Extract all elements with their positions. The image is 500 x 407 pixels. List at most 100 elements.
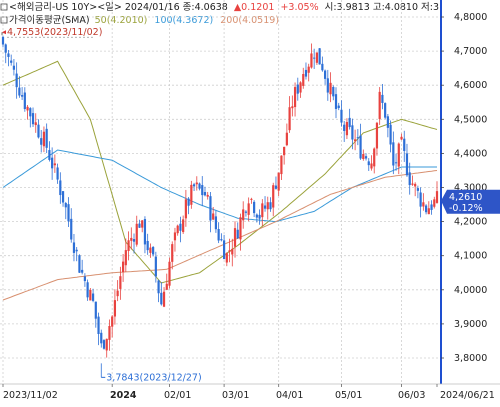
candle xyxy=(424,204,428,215)
candle-body xyxy=(329,82,332,95)
candle-body xyxy=(113,300,117,317)
ma50-line xyxy=(2,60,438,284)
candle xyxy=(70,208,73,243)
last-price-label: 4,2610 xyxy=(449,192,482,203)
y-tick-label: 4,0000 xyxy=(454,285,487,296)
candle xyxy=(326,69,329,101)
candle-body xyxy=(105,338,108,351)
ma200-line xyxy=(2,170,438,301)
candle xyxy=(337,102,340,111)
candle-body xyxy=(362,154,365,159)
candle xyxy=(244,210,248,217)
candle-body xyxy=(411,183,414,185)
candle-body xyxy=(206,194,209,197)
candle-body xyxy=(141,220,144,228)
candle-body xyxy=(408,172,411,186)
candle-body xyxy=(162,291,166,307)
candle-body xyxy=(430,204,433,210)
candle xyxy=(48,141,51,162)
candle-body xyxy=(12,65,16,70)
candle xyxy=(10,54,13,66)
candle xyxy=(427,201,430,215)
candle xyxy=(356,129,359,146)
candle xyxy=(283,146,286,165)
candle-body xyxy=(373,148,376,167)
candle xyxy=(56,163,59,184)
candle-body xyxy=(310,53,313,68)
candle xyxy=(354,129,357,151)
y-tick-label: 4,5000 xyxy=(454,114,487,125)
candle xyxy=(61,191,65,207)
candle xyxy=(78,254,81,273)
candle xyxy=(201,176,204,207)
candle xyxy=(187,197,190,215)
candle-body xyxy=(34,122,37,126)
square-toggle-icon[interactable] xyxy=(0,3,8,11)
candle xyxy=(370,155,373,171)
candle xyxy=(329,72,332,103)
candle-body xyxy=(75,249,78,252)
candle-body xyxy=(15,73,18,88)
candle-body xyxy=(359,135,362,159)
candle xyxy=(403,130,406,162)
candle xyxy=(332,85,335,101)
candle-body xyxy=(67,204,70,222)
candle xyxy=(378,87,381,125)
candle-body xyxy=(435,191,439,203)
candle-body xyxy=(384,103,387,118)
candle-body xyxy=(56,167,59,180)
x-tick-label: 05/01 xyxy=(335,390,362,401)
candle-body xyxy=(26,106,29,111)
x-tick-label: 2023/11/02 xyxy=(3,390,58,401)
candle xyxy=(113,289,117,325)
candle-body xyxy=(285,132,288,146)
candle-body xyxy=(283,146,286,156)
candle xyxy=(293,82,297,117)
candle-body xyxy=(225,253,228,263)
candle xyxy=(132,233,136,254)
candles xyxy=(1,35,439,358)
candle xyxy=(242,201,245,229)
candle-body xyxy=(255,214,258,218)
candle-body xyxy=(386,116,389,128)
candle xyxy=(419,187,422,218)
candle xyxy=(318,48,321,65)
candle-body xyxy=(23,92,26,109)
candle xyxy=(272,182,275,217)
candle-body xyxy=(1,36,5,45)
candle-body xyxy=(171,244,174,262)
candle-body xyxy=(48,150,51,160)
candle-body xyxy=(258,214,261,219)
candle xyxy=(97,312,100,346)
candle-body xyxy=(212,213,215,220)
candle xyxy=(91,288,95,303)
candle-body xyxy=(94,301,97,319)
candle xyxy=(416,185,419,199)
candle xyxy=(217,222,220,244)
candle xyxy=(381,84,384,110)
candle xyxy=(411,175,414,186)
candle xyxy=(182,215,185,234)
candle-body xyxy=(135,223,138,245)
candle-body xyxy=(427,208,430,215)
candle xyxy=(108,319,111,351)
candle-body xyxy=(302,74,305,86)
candle xyxy=(23,87,26,112)
candle xyxy=(162,287,166,308)
candle-body xyxy=(102,340,106,349)
candle-body xyxy=(119,276,122,289)
candle-body xyxy=(405,153,409,176)
candle xyxy=(206,191,209,200)
candle xyxy=(288,96,291,133)
candle xyxy=(258,209,261,225)
candle xyxy=(141,219,144,233)
candle-body xyxy=(370,163,373,169)
candle xyxy=(152,245,155,257)
candle-body xyxy=(367,161,370,166)
candle xyxy=(323,69,327,85)
candle-body xyxy=(299,82,302,93)
candle xyxy=(168,257,171,289)
square-toggle-icon[interactable] xyxy=(0,16,8,24)
